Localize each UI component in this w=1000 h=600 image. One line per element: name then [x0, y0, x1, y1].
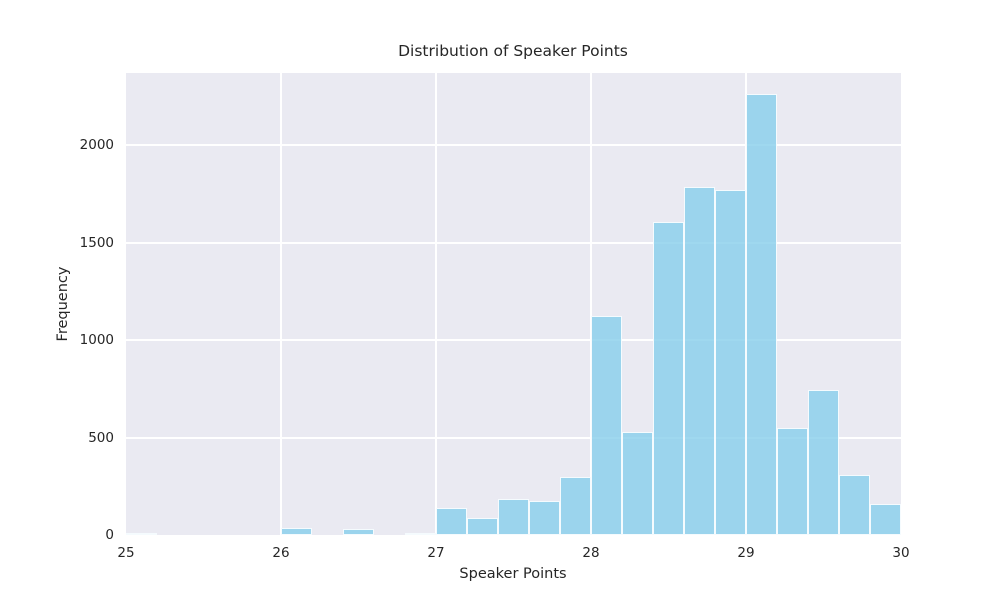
x-axis-label: Speaker Points: [459, 566, 567, 582]
x-tick-label: 27: [427, 545, 445, 561]
x-tick-label: 28: [582, 545, 600, 561]
y-tick-label: 2000: [79, 137, 114, 154]
histogram-bar: [870, 503, 901, 535]
histogram-bar: [405, 533, 436, 535]
horizontal-gridline: [126, 241, 901, 244]
y-tick-label: 0: [105, 527, 114, 543]
y-axis-label: Frequency: [55, 266, 71, 342]
horizontal-gridline: [126, 436, 901, 439]
histogram-bar: [653, 222, 684, 535]
horizontal-gridline: [126, 144, 901, 147]
y-tick-label: 1000: [79, 332, 114, 349]
x-tick-label: 26: [272, 545, 290, 561]
histogram-bar: [839, 474, 870, 535]
histogram-bar: [622, 431, 653, 535]
histogram-bar: [467, 518, 498, 535]
histogram-bar: [591, 315, 622, 535]
horizontal-gridline: [126, 339, 901, 342]
histogram-bar: [529, 500, 560, 535]
histogram-bar: [343, 529, 374, 535]
vertical-gridline: [435, 73, 437, 535]
vertical-gridline: [280, 73, 282, 535]
histogram-bar: [281, 528, 312, 535]
histogram-bar: [498, 498, 529, 535]
histogram-bar: [436, 507, 467, 535]
chart-title: Distribution of Speaker Points: [398, 42, 628, 60]
histogram-bar: [684, 187, 715, 535]
x-tick-label: 25: [117, 545, 135, 561]
histogram-bar: [808, 389, 839, 535]
y-tick-label: 500: [88, 429, 114, 446]
x-tick-label: 29: [737, 545, 755, 561]
histogram-bar: [777, 427, 808, 535]
x-tick-label: 30: [892, 545, 910, 561]
histogram-bar: [126, 533, 157, 535]
histogram-bar: [715, 189, 746, 535]
histogram-bar: [560, 476, 591, 535]
plot-area: [126, 73, 901, 535]
vertical-gridline: [590, 73, 592, 535]
histogram-bar: [746, 94, 777, 535]
y-tick-label: 1500: [79, 234, 114, 251]
